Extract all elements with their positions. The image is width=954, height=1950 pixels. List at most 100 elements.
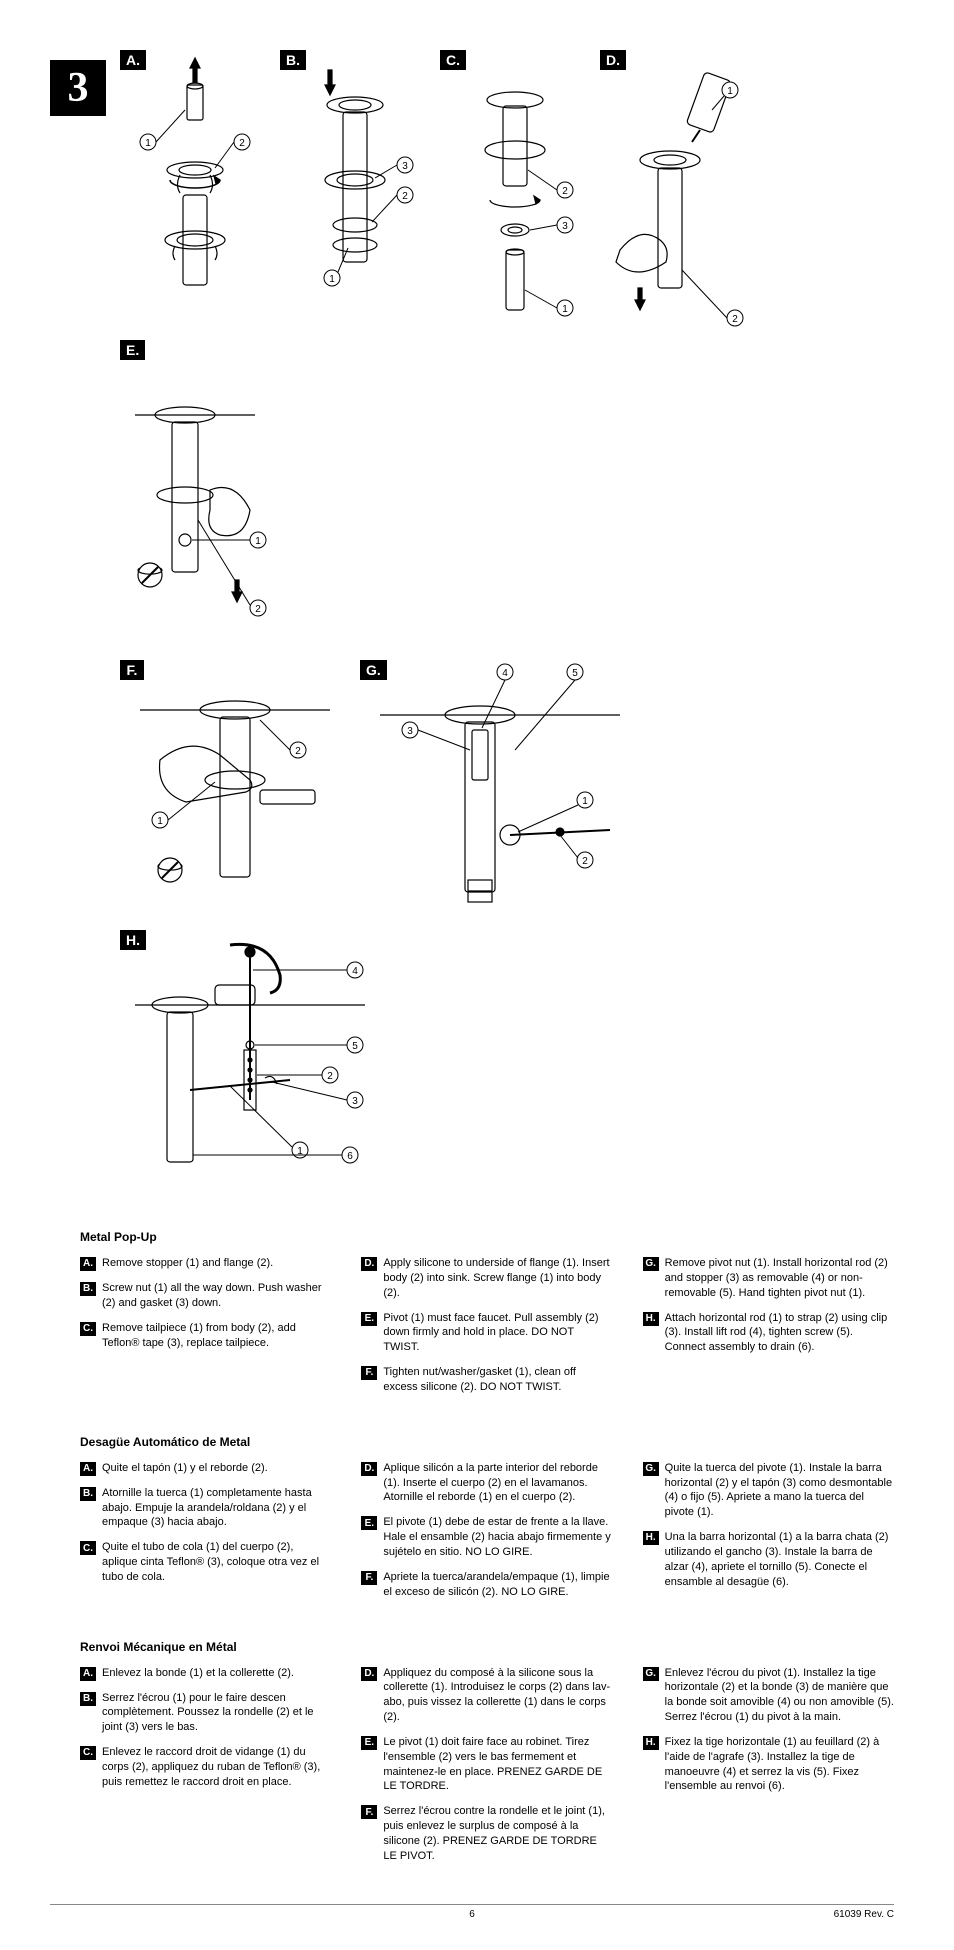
step-text: Quite el tapón (1) y el reborde (2). [102, 1461, 331, 1476]
callout: 1 [562, 304, 568, 315]
step-letter: D. [361, 1667, 377, 1681]
step-text: Remove tailpiece (1) from body (2), add … [102, 1321, 331, 1351]
step-letter: H. [643, 1736, 659, 1750]
callout: 3 [402, 161, 408, 172]
step-text: Le pivot (1) doit faire face au robinet.… [383, 1735, 612, 1794]
callout: 2 [255, 604, 261, 615]
step-letter: F. [361, 1805, 377, 1819]
step-text: Fixez la tige horizontale (1) au feuilla… [665, 1735, 894, 1794]
instructions: Metal Pop-Up A. Remove stopper (1) and fl… [80, 1230, 894, 1874]
section-title-es: Desagüe Automático de Metal [80, 1435, 894, 1449]
step-text: Screw nut (1) all the way down. Push was… [102, 1281, 331, 1311]
diagram-label-c: C. [440, 50, 466, 70]
step-text: Enlevez le raccord droit de vidange (1) … [102, 1745, 331, 1790]
section-french: Renvoi Mécanique en Métal A. Enlevez la b… [80, 1640, 894, 1874]
callout: 2 [562, 186, 568, 197]
step-letter: E. [361, 1312, 377, 1326]
step-letter: A. [80, 1257, 96, 1271]
step-text: Serrez l'écrou contre la rondelle et le … [383, 1804, 612, 1863]
step-letter: F. [361, 1366, 377, 1380]
page-footer: 6 61039 Rev. C [50, 1904, 894, 1920]
step-letter: B. [80, 1487, 96, 1501]
page-number: 6 [469, 1909, 475, 1920]
section-english: Metal Pop-Up A. Remove stopper (1) and fl… [80, 1230, 894, 1405]
step-text: Una la barra horizontal (1) a la barra c… [665, 1530, 894, 1589]
callout: 1 [582, 796, 588, 807]
step-text: Quite la tuerca del pivote (1). Instale … [665, 1461, 894, 1520]
callout: 2 [402, 191, 408, 202]
step-number-badge: 3 [50, 60, 106, 116]
callout: 4 [502, 668, 508, 679]
callout: 1 [157, 816, 163, 827]
section-spanish: Desagüe Automático de Metal A. Quite el t… [80, 1435, 894, 1610]
diagram-h: H. [120, 930, 380, 1190]
step-letter: A. [80, 1462, 96, 1476]
callout: 1 [145, 138, 151, 149]
step-text: Pivot (1) must face faucet. Pull assembl… [383, 1311, 612, 1356]
step-text: Enlevez l'écrou du pivot (1). Installez … [665, 1666, 894, 1725]
callout: 4 [352, 966, 358, 977]
step-letter: E. [361, 1736, 377, 1750]
step-text: Remove pivot nut (1). Install horizontal… [665, 1256, 894, 1301]
step-text: Apply silicone to underside of flange (1… [383, 1256, 612, 1301]
callout: 5 [572, 668, 578, 679]
section-title-en: Metal Pop-Up [80, 1230, 894, 1244]
callout: 1 [727, 86, 733, 97]
step-letter: C. [80, 1322, 96, 1336]
diagram-label-g: G. [360, 660, 387, 680]
diagram-label-b: B. [280, 50, 306, 70]
step-letter: G. [643, 1462, 659, 1476]
step-letter: G. [643, 1667, 659, 1681]
step-letter: G. [643, 1257, 659, 1271]
step-letter: B. [80, 1692, 96, 1706]
diagram-label-e: E. [120, 340, 145, 360]
diagram-label-d: D. [600, 50, 626, 70]
step-text: Attach horizontal rod (1) to strap (2) u… [665, 1311, 894, 1356]
diagram-g: G. 4 5 [360, 660, 640, 920]
callout: 2 [239, 138, 245, 149]
diagram-b: B. 3 2 [280, 50, 430, 330]
diagrams-row-2: F. 2 1 [120, 660, 894, 1190]
step-letter: F. [361, 1571, 377, 1585]
callout: 3 [407, 726, 413, 737]
step-text: Enlevez la bonde (1) et la collerette (2… [102, 1666, 331, 1681]
callout: 1 [329, 274, 335, 285]
step-letter: H. [643, 1312, 659, 1326]
step-letter: C. [80, 1541, 96, 1555]
callout: 5 [352, 1041, 358, 1052]
step-letter: D. [361, 1462, 377, 1476]
callout: 3 [352, 1096, 358, 1107]
revision-code: 61039 Rev. C [834, 1909, 894, 1920]
callout: 2 [295, 746, 301, 757]
callout: 2 [327, 1071, 333, 1082]
step-text: El pivote (1) debe de estar de frente a … [383, 1515, 612, 1560]
diagram-d: D. 1 2 [600, 50, 750, 330]
step-text: Apriete la tuerca/arandela/empaque (1), … [383, 1570, 612, 1600]
section-title-fr: Renvoi Mécanique en Métal [80, 1640, 894, 1654]
step-letter: E. [361, 1516, 377, 1530]
diagram-label-a: A. [120, 50, 146, 70]
diagram-label-f: F. [120, 660, 144, 680]
step-text: Aplique silicón a la parte interior del … [383, 1461, 612, 1506]
diagram-label-h: H. [120, 930, 146, 950]
callout: 1 [255, 536, 261, 547]
step-text: Serrez l'écrou (1) pour le faire descen … [102, 1691, 331, 1736]
step-letter: A. [80, 1667, 96, 1681]
step-letter: C. [80, 1746, 96, 1760]
step-letter: H. [643, 1531, 659, 1545]
step-letter: B. [80, 1282, 96, 1296]
step-letter: D. [361, 1257, 377, 1271]
diagram-a: A. [120, 50, 270, 330]
diagram-c: C. 2 3 [440, 50, 590, 330]
step-text: Tighten nut/washer/gasket (1), clean off… [383, 1365, 612, 1395]
callout: 2 [582, 856, 588, 867]
step-text: Quite el tubo de cola (1) del cuerpo (2)… [102, 1540, 331, 1585]
callout: 6 [347, 1151, 353, 1162]
diagram-f: F. 2 1 [120, 660, 350, 920]
callout: 3 [562, 221, 568, 232]
diagram-e: E. [120, 340, 270, 620]
callout: 2 [732, 314, 738, 325]
step-text: Appliquez du composé à la silicone sous … [383, 1666, 612, 1725]
step-text: Remove stopper (1) and flange (2). [102, 1256, 331, 1271]
step-text: Atornille la tuerca (1) completamente ha… [102, 1486, 331, 1531]
